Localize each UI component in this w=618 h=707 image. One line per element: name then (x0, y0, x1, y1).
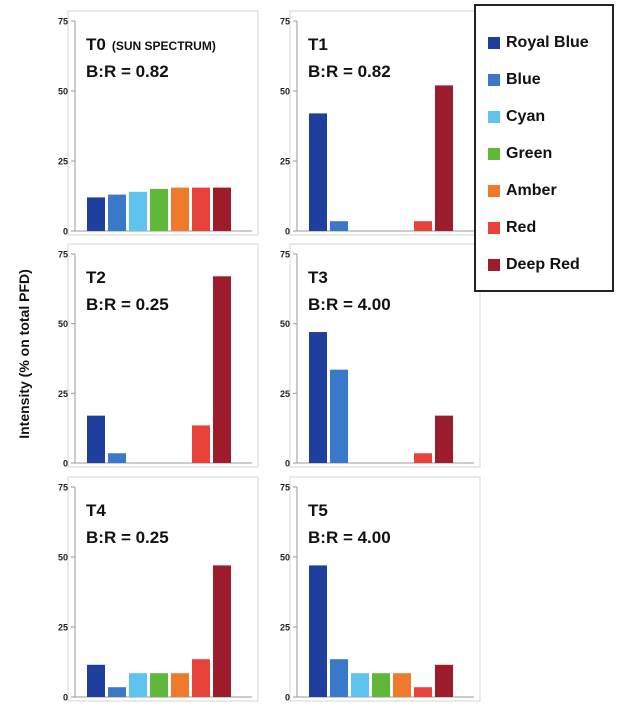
legend-swatch-deep-red (488, 259, 500, 271)
legend-label-green: Green (506, 145, 553, 162)
panel-0-bar-red (192, 187, 210, 231)
panel-3-title: T3 (308, 268, 328, 287)
panel-5-title: T5 (308, 501, 328, 520)
panel-2-title: T2 (86, 268, 106, 287)
panel-5-bar-royal-blue (309, 565, 327, 697)
panel-2-bar-royal-blue (87, 415, 105, 463)
panel-5-ytick-label-25: 25 (280, 623, 290, 633)
legend-item-amber: Amber (488, 180, 557, 202)
legend-item-red: Red (488, 217, 536, 239)
panel-2-subtitle: B:R = 0.25 (86, 295, 169, 314)
legend-swatch-green (488, 148, 500, 160)
panel-2-bar-blue (108, 453, 126, 463)
panel-1-bar-royal-blue (309, 113, 327, 231)
legend-swatch-red (488, 222, 500, 234)
legend-swatch-royal-blue (488, 37, 500, 49)
panel-1-bar-deep-red (435, 85, 453, 232)
panel-4-ytick-label-75: 75 (58, 483, 68, 493)
panel-4-bar-blue (108, 687, 126, 697)
legend-swatch-amber (488, 185, 500, 197)
legend-label-royal-blue: Royal Blue (506, 34, 589, 51)
panel-0-ytick-label-0: 0 (63, 227, 68, 237)
panel-4-bar-deep-red (213, 565, 231, 697)
panel-3-ytick-label-50: 50 (280, 319, 290, 329)
panel-3-ytick-label-25: 25 (280, 389, 290, 399)
panel-0-frame (67, 10, 259, 236)
panel-4-ytick-label-50: 50 (58, 553, 68, 563)
panel-5-ytick-label-75: 75 (280, 483, 290, 493)
panel-4-bar-royal-blue (87, 664, 105, 697)
panel-5-bar-green (372, 673, 390, 697)
legend-item-green: Green (488, 143, 552, 165)
panel-5-bar-deep-red (435, 664, 453, 697)
legend-item-cyan: Cyan (488, 106, 545, 128)
panel-4-ytick-label-0: 0 (63, 693, 68, 703)
panel-4-bar-cyan (129, 673, 147, 697)
panel-1-bar-blue (330, 221, 348, 231)
panel-4-title: T4 (86, 501, 106, 520)
panel-4-bar-amber (171, 673, 189, 697)
panel-5-subtitle: B:R = 4.00 (308, 528, 391, 547)
legend-label-deep-red: Deep Red (506, 256, 580, 273)
panel-0-subtitle: B:R = 0.82 (86, 62, 169, 81)
legend-label-cyan: Cyan (506, 108, 546, 125)
panel-2-bar-deep-red (213, 276, 231, 463)
legend-label-amber: Amber (506, 182, 557, 199)
panel-0-bar-green (150, 189, 168, 231)
panel-5-frame (289, 476, 481, 702)
legend-label-red: Red (506, 219, 537, 236)
panel-4-subtitle: B:R = 0.25 (86, 528, 169, 547)
panel-2-bar-red (192, 425, 210, 463)
panel-1-ytick-label-0: 0 (285, 227, 290, 237)
panel-0-bar-amber (171, 187, 189, 231)
legend-swatch-blue (488, 74, 500, 86)
panel-1-ytick-label-25: 25 (280, 157, 290, 167)
y-axis-label-text: Intensity (% on total PFD) (16, 269, 32, 439)
panel-5-ytick-label-0: 0 (285, 693, 290, 703)
panel-0-bar-royal-blue (87, 197, 105, 231)
panel-1-bar-red (414, 221, 432, 231)
legend-swatch-cyan (488, 111, 500, 123)
panel-1-ytick-label-50: 50 (280, 87, 290, 97)
panel-3-frame (289, 243, 481, 468)
panel-2-ytick-label-25: 25 (58, 389, 68, 399)
panel-3-bar-blue (330, 369, 348, 463)
panel-3-bar-red (414, 453, 432, 463)
legend-item-deep-red: Deep Red (488, 254, 580, 276)
panel-4-frame (67, 476, 259, 702)
panel-5-bar-cyan (351, 673, 369, 697)
panel-0-bar-cyan (129, 191, 147, 231)
panel-1-subtitle: B:R = 0.82 (308, 62, 391, 81)
panel-2-ytick-label-50: 50 (58, 319, 68, 329)
panel-0-ytick-label-50: 50 (58, 87, 68, 97)
panel-4-bar-green (150, 673, 168, 697)
panel-4-ytick-label-25: 25 (58, 623, 68, 633)
panel-3-bar-royal-blue (309, 332, 327, 463)
y-axis-label: Intensity (% on total PFD) (6, 4, 42, 704)
panel-5-ytick-label-50: 50 (280, 553, 290, 563)
panel-3-bar-deep-red (435, 415, 453, 463)
panel-2-ytick-label-75: 75 (58, 250, 68, 260)
panel-2-frame (67, 243, 259, 468)
legend-item-blue: Blue (488, 69, 541, 91)
panel-3-ytick-label-0: 0 (285, 459, 290, 469)
panel-0-bar-deep-red (213, 187, 231, 231)
panel-4-bar-red (192, 659, 210, 697)
panel-1-ytick-label-75: 75 (280, 17, 290, 27)
legend-item-royal-blue: Royal Blue (488, 32, 589, 54)
panel-5-bar-blue (330, 659, 348, 697)
panel-1-title: T1 (308, 35, 328, 54)
legend: Royal Blue Blue Cyan Green Amber Red Deep Red (474, 4, 614, 292)
panel-3-ytick-label-75: 75 (280, 250, 290, 260)
panel-0-ytick-label-75: 75 (58, 17, 68, 27)
panel-3-subtitle: B:R = 4.00 (308, 295, 391, 314)
panel-0-title: T0 (SUN SPECTRUM) (86, 35, 216, 54)
legend-label-blue: Blue (506, 71, 541, 88)
panel-5-bar-amber (393, 673, 411, 697)
panel-5-bar-red (414, 687, 432, 697)
panel-0-ytick-label-25: 25 (58, 157, 68, 167)
panel-2-ytick-label-0: 0 (63, 459, 68, 469)
panel-0-bar-blue (108, 194, 126, 231)
